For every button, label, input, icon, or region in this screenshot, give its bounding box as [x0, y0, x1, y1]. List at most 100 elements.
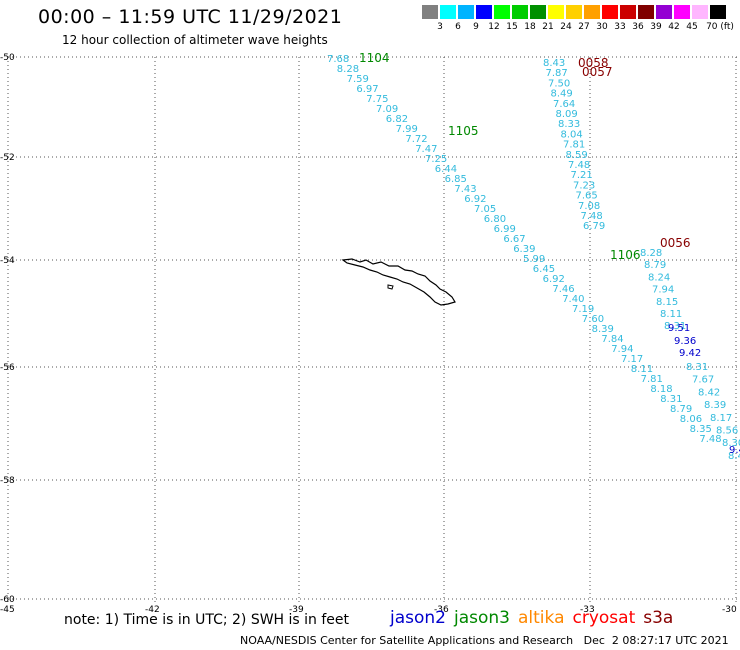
wave-height-value: 8.39: [592, 324, 614, 335]
latitude-label: -54: [0, 256, 15, 266]
wave-height-value: 8.33: [558, 119, 580, 130]
wave-height-value: 8.11: [631, 364, 653, 375]
wave-height-value: 8.59: [566, 150, 588, 161]
lat-lon-grid: [7, 56, 740, 602]
track-id-label: 0058: [578, 56, 609, 70]
wave-height-value: 6.97: [356, 84, 378, 95]
track-id-label: 0056: [660, 236, 691, 250]
wave-height-value: 6.39: [513, 244, 535, 255]
wave-height-value: 8.04: [561, 129, 583, 140]
wave-height-value: 7.75: [366, 94, 388, 105]
color-swatch: [602, 5, 618, 19]
wave-height-value: 7.81: [641, 374, 663, 385]
wave-height-value: 8.11: [660, 309, 682, 320]
latitude-label: -50: [0, 53, 15, 63]
color-scale-label: 27: [578, 22, 590, 32]
color-scale-label: 21: [542, 22, 554, 32]
wave-height-value: 8.28: [640, 248, 662, 259]
note-text: note: 1) Time is in UTC; 2) SWH is in fe…: [64, 612, 350, 628]
wave-height-value: 6.92: [543, 274, 565, 285]
color-swatch: [566, 5, 582, 19]
color-scale-label: 15: [506, 22, 518, 32]
longitude-label: -33: [580, 605, 595, 615]
wave-height-value: 7.72: [405, 134, 427, 145]
color-swatch: [494, 5, 510, 19]
wave-height-value: 8.30: [722, 438, 740, 449]
wave-height-value: 7.94: [652, 285, 674, 296]
track-id-label: 0057: [582, 65, 613, 79]
color-swatch: [620, 5, 636, 19]
longitude-label: -30: [722, 605, 737, 615]
wave-height-value: 8.09: [556, 109, 578, 120]
wave-height-value: 7.48: [699, 434, 721, 445]
wave-height-value: 8.39: [704, 400, 726, 411]
wave-height-value: 7.84: [601, 334, 623, 345]
track-id-label: 1106: [610, 248, 641, 262]
wave-height-tracks: 7.688.287.596.977.757.096.827.997.727.47…: [327, 54, 740, 462]
wave-height-value: 8.28: [337, 64, 359, 75]
color-scale-label: 39: [650, 22, 662, 32]
wave-height-value: 8.17: [710, 413, 732, 424]
wave-height-value: 7.05: [474, 204, 496, 215]
longitude-label: -42: [145, 605, 160, 615]
color-swatch: [710, 5, 726, 19]
wave-height-value: 8.15: [656, 297, 678, 308]
color-swatch: [656, 5, 672, 19]
wave-height-value: 8.31: [686, 362, 708, 373]
wave-height-value: 6.99: [494, 224, 516, 235]
satellite-legend-item: jason2: [390, 608, 446, 628]
wave-height-value: 6.92: [464, 194, 486, 205]
wave-height-value: 8.56: [716, 426, 738, 437]
wave-height-value: 6.80: [484, 214, 506, 225]
satellite-legend-item: cryosat: [572, 608, 636, 628]
color-swatch: [674, 5, 690, 19]
wave-height-value: 7.43: [454, 184, 476, 195]
wave-height-value: 7.94: [611, 344, 633, 355]
wave-height-value: 7.60: [582, 314, 604, 325]
wave-height-value: 8.42: [698, 387, 720, 398]
color-swatch: [548, 5, 564, 19]
wave-height-value: 9.36: [674, 336, 696, 347]
wave-height-value: 7.50: [548, 78, 570, 89]
wave-height-value: 8.35: [690, 424, 712, 435]
wave-height-value: 7.99: [396, 124, 418, 135]
wave-height-value: 8.79: [644, 260, 666, 271]
satellite-legend-item: s3a: [643, 608, 674, 628]
wave-height-value: 7.48: [568, 160, 590, 171]
color-scale-label: 36: [632, 22, 644, 32]
credit-line: NOAA/NESDIS Center for Satellite Applica…: [240, 634, 729, 647]
wave-height-value: 8.46: [728, 451, 740, 462]
track-id-label: 1104: [359, 51, 390, 65]
wave-height-value: 8.18: [650, 384, 672, 395]
track-id-label: 1105: [448, 124, 479, 138]
wave-height-value: 7.65: [576, 191, 598, 202]
color-scale-label: 9: [473, 22, 479, 32]
wave-height-value: 6.44: [435, 164, 457, 175]
wave-height-value: 8.24: [648, 272, 670, 283]
wave-height-value: 8.31: [664, 321, 686, 332]
wave-height-value: 7.64: [553, 99, 575, 110]
satellite-legend-item: jason3: [454, 608, 510, 628]
map-title: 00:00 – 11:59 UTC 11/29/2021: [38, 6, 343, 28]
wave-height-value: 7.48: [581, 211, 603, 222]
island-detail: [387, 284, 394, 290]
latitude-label: -52: [0, 153, 15, 163]
color-swatch: [584, 5, 600, 19]
longitude-label: -36: [434, 605, 449, 615]
latitude-label: -56: [0, 363, 15, 373]
wave-height-value: 7.17: [621, 354, 643, 365]
color-swatch: [692, 5, 708, 19]
wave-height-value: 5.99: [523, 254, 545, 265]
wave-height-value: 8.49: [551, 89, 573, 100]
map-subtitle: 12 hour collection of altimeter wave hei…: [62, 33, 328, 47]
color-swatch: [422, 5, 438, 19]
wave-height-value: 7.23: [573, 180, 595, 191]
longitude-label: -45: [0, 605, 15, 615]
wave-height-value: 6.67: [503, 234, 525, 245]
color-scale-label: 3: [437, 22, 443, 32]
color-scale-label: 45: [686, 22, 698, 32]
color-scale-label: 33: [614, 22, 626, 32]
color-scale-label: 42: [668, 22, 680, 32]
